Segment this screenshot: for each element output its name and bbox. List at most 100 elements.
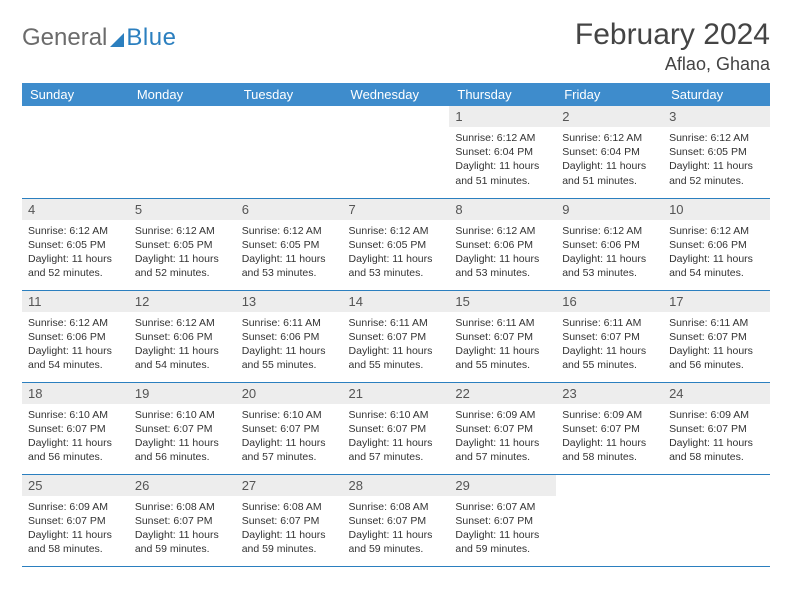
day-details: Sunrise: 6:11 AMSunset: 6:07 PMDaylight:…: [663, 312, 770, 379]
day-details: Sunrise: 6:12 AMSunset: 6:06 PMDaylight:…: [129, 312, 236, 379]
weekday-thursday: Thursday: [449, 83, 556, 106]
day-number: 13: [236, 291, 343, 312]
day-number: 26: [129, 475, 236, 496]
day-details: Sunrise: 6:12 AMSunset: 6:05 PMDaylight:…: [22, 220, 129, 287]
day-number: 9: [556, 199, 663, 220]
day-number: 24: [663, 383, 770, 404]
day-details: Sunrise: 6:07 AMSunset: 6:07 PMDaylight:…: [449, 496, 556, 563]
calendar-cell: [343, 106, 450, 198]
logo-triangle-icon: [110, 33, 124, 47]
day-details: Sunrise: 6:11 AMSunset: 6:07 PMDaylight:…: [449, 312, 556, 379]
calendar-cell: 16Sunrise: 6:11 AMSunset: 6:07 PMDayligh…: [556, 290, 663, 382]
day-number: 4: [22, 199, 129, 220]
day-number: 10: [663, 199, 770, 220]
calendar-table: Sunday Monday Tuesday Wednesday Thursday…: [22, 83, 770, 567]
day-number: 7: [343, 199, 450, 220]
day-number: 23: [556, 383, 663, 404]
calendar-cell: 28Sunrise: 6:08 AMSunset: 6:07 PMDayligh…: [343, 474, 450, 566]
calendar-cell: [129, 106, 236, 198]
calendar-cell: 2Sunrise: 6:12 AMSunset: 6:04 PMDaylight…: [556, 106, 663, 198]
day-details: Sunrise: 6:11 AMSunset: 6:07 PMDaylight:…: [556, 312, 663, 379]
day-details: Sunrise: 6:12 AMSunset: 6:05 PMDaylight:…: [343, 220, 450, 287]
calendar-cell: 18Sunrise: 6:10 AMSunset: 6:07 PMDayligh…: [22, 382, 129, 474]
day-details: Sunrise: 6:12 AMSunset: 6:04 PMDaylight:…: [556, 127, 663, 194]
day-number: 21: [343, 383, 450, 404]
day-details: Sunrise: 6:09 AMSunset: 6:07 PMDaylight:…: [22, 496, 129, 563]
day-number: 5: [129, 199, 236, 220]
calendar-cell: 10Sunrise: 6:12 AMSunset: 6:06 PMDayligh…: [663, 198, 770, 290]
day-number: 6: [236, 199, 343, 220]
calendar-cell: 4Sunrise: 6:12 AMSunset: 6:05 PMDaylight…: [22, 198, 129, 290]
calendar-cell: 7Sunrise: 6:12 AMSunset: 6:05 PMDaylight…: [343, 198, 450, 290]
day-details: Sunrise: 6:12 AMSunset: 6:05 PMDaylight:…: [129, 220, 236, 287]
calendar-cell: 3Sunrise: 6:12 AMSunset: 6:05 PMDaylight…: [663, 106, 770, 198]
weekday-sunday: Sunday: [22, 83, 129, 106]
calendar-cell: 29Sunrise: 6:07 AMSunset: 6:07 PMDayligh…: [449, 474, 556, 566]
day-details: Sunrise: 6:12 AMSunset: 6:05 PMDaylight:…: [236, 220, 343, 287]
day-number: 2: [556, 106, 663, 127]
calendar-cell: 19Sunrise: 6:10 AMSunset: 6:07 PMDayligh…: [129, 382, 236, 474]
day-number: 11: [22, 291, 129, 312]
day-details: Sunrise: 6:10 AMSunset: 6:07 PMDaylight:…: [22, 404, 129, 471]
calendar-cell: 25Sunrise: 6:09 AMSunset: 6:07 PMDayligh…: [22, 474, 129, 566]
calendar-cell: 24Sunrise: 6:09 AMSunset: 6:07 PMDayligh…: [663, 382, 770, 474]
calendar-cell: 5Sunrise: 6:12 AMSunset: 6:05 PMDaylight…: [129, 198, 236, 290]
calendar-cell: 13Sunrise: 6:11 AMSunset: 6:06 PMDayligh…: [236, 290, 343, 382]
calendar-row: 1Sunrise: 6:12 AMSunset: 6:04 PMDaylight…: [22, 106, 770, 198]
calendar-cell: 21Sunrise: 6:10 AMSunset: 6:07 PMDayligh…: [343, 382, 450, 474]
weekday-saturday: Saturday: [663, 83, 770, 106]
calendar-cell: 22Sunrise: 6:09 AMSunset: 6:07 PMDayligh…: [449, 382, 556, 474]
weekday-wednesday: Wednesday: [343, 83, 450, 106]
day-details: Sunrise: 6:12 AMSunset: 6:06 PMDaylight:…: [449, 220, 556, 287]
calendar-cell: 6Sunrise: 6:12 AMSunset: 6:05 PMDaylight…: [236, 198, 343, 290]
day-number: 29: [449, 475, 556, 496]
calendar-cell: 17Sunrise: 6:11 AMSunset: 6:07 PMDayligh…: [663, 290, 770, 382]
calendar-cell: 23Sunrise: 6:09 AMSunset: 6:07 PMDayligh…: [556, 382, 663, 474]
day-number: 18: [22, 383, 129, 404]
day-number: 3: [663, 106, 770, 127]
calendar-cell: 26Sunrise: 6:08 AMSunset: 6:07 PMDayligh…: [129, 474, 236, 566]
day-details: Sunrise: 6:12 AMSunset: 6:06 PMDaylight:…: [22, 312, 129, 379]
day-details: Sunrise: 6:09 AMSunset: 6:07 PMDaylight:…: [449, 404, 556, 471]
weekday-tuesday: Tuesday: [236, 83, 343, 106]
day-number: 1: [449, 106, 556, 127]
day-details: Sunrise: 6:09 AMSunset: 6:07 PMDaylight:…: [663, 404, 770, 471]
weekday-header-row: Sunday Monday Tuesday Wednesday Thursday…: [22, 83, 770, 106]
logo-word-blue: Blue: [126, 24, 176, 52]
day-number: 16: [556, 291, 663, 312]
day-details: Sunrise: 6:08 AMSunset: 6:07 PMDaylight:…: [129, 496, 236, 563]
calendar-cell: 15Sunrise: 6:11 AMSunset: 6:07 PMDayligh…: [449, 290, 556, 382]
calendar-cell: [236, 106, 343, 198]
calendar-cell: 1Sunrise: 6:12 AMSunset: 6:04 PMDaylight…: [449, 106, 556, 198]
day-number: 14: [343, 291, 450, 312]
calendar-row: 4Sunrise: 6:12 AMSunset: 6:05 PMDaylight…: [22, 198, 770, 290]
calendar-cell: 14Sunrise: 6:11 AMSunset: 6:07 PMDayligh…: [343, 290, 450, 382]
calendar-body: 1Sunrise: 6:12 AMSunset: 6:04 PMDaylight…: [22, 106, 770, 566]
day-number: 20: [236, 383, 343, 404]
header: General Blue February 2024 Aflao, Ghana: [22, 18, 770, 75]
calendar-cell: 11Sunrise: 6:12 AMSunset: 6:06 PMDayligh…: [22, 290, 129, 382]
calendar-cell: 8Sunrise: 6:12 AMSunset: 6:06 PMDaylight…: [449, 198, 556, 290]
calendar-cell: 9Sunrise: 6:12 AMSunset: 6:06 PMDaylight…: [556, 198, 663, 290]
calendar-row: 18Sunrise: 6:10 AMSunset: 6:07 PMDayligh…: [22, 382, 770, 474]
day-details: Sunrise: 6:12 AMSunset: 6:06 PMDaylight:…: [556, 220, 663, 287]
day-details: Sunrise: 6:12 AMSunset: 6:06 PMDaylight:…: [663, 220, 770, 287]
day-number: 27: [236, 475, 343, 496]
day-details: Sunrise: 6:10 AMSunset: 6:07 PMDaylight:…: [129, 404, 236, 471]
logo: General Blue: [22, 18, 176, 52]
day-number: 19: [129, 383, 236, 404]
day-details: Sunrise: 6:10 AMSunset: 6:07 PMDaylight:…: [343, 404, 450, 471]
location: Aflao, Ghana: [575, 54, 770, 75]
day-number: 17: [663, 291, 770, 312]
day-number: 15: [449, 291, 556, 312]
day-details: Sunrise: 6:11 AMSunset: 6:07 PMDaylight:…: [343, 312, 450, 379]
day-details: Sunrise: 6:10 AMSunset: 6:07 PMDaylight:…: [236, 404, 343, 471]
logo-word-general: General: [22, 24, 107, 52]
calendar-cell: [663, 474, 770, 566]
day-number: 12: [129, 291, 236, 312]
calendar-cell: 12Sunrise: 6:12 AMSunset: 6:06 PMDayligh…: [129, 290, 236, 382]
weekday-friday: Friday: [556, 83, 663, 106]
day-number: 28: [343, 475, 450, 496]
day-details: Sunrise: 6:11 AMSunset: 6:06 PMDaylight:…: [236, 312, 343, 379]
day-number: 25: [22, 475, 129, 496]
